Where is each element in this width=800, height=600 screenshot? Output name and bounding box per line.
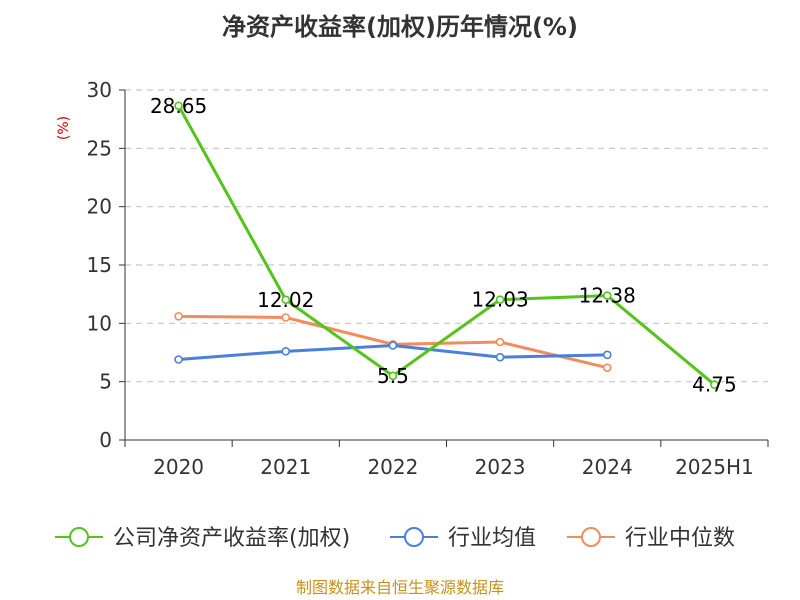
- y-tick-label: 25: [87, 136, 112, 160]
- legend-label: 公司净资产收益率(加权): [113, 526, 350, 551]
- data-label: 28.65: [150, 94, 207, 118]
- data-label: 12.38: [579, 284, 636, 308]
- y-tick-label: 20: [87, 195, 112, 219]
- series-industry-mean: [174, 341, 612, 364]
- data-point: [602, 291, 612, 300]
- data-point: [495, 295, 505, 304]
- data-point: [281, 295, 291, 305]
- series-company-roe: [174, 101, 719, 389]
- data-label: 5.5: [377, 364, 409, 388]
- x-tick-label: 2023: [475, 455, 526, 479]
- data-point: [495, 352, 505, 362]
- source-note: 制图数据来自恒生聚源数据库: [296, 578, 504, 597]
- legend-label: 行业均值: [448, 526, 536, 551]
- series-line: [177, 105, 716, 386]
- legend: 公司净资产收益率(加权) 行业均值 行业中位数: [55, 526, 735, 551]
- y-axis-label: (%): [56, 116, 72, 140]
- y-tick-label: 0: [99, 428, 112, 452]
- x-tick-label: 2025H1: [675, 455, 754, 479]
- legend-marker: [404, 527, 424, 547]
- x-tick-label: 2020: [153, 455, 204, 479]
- y-tick-label: 5: [99, 370, 112, 394]
- data-label: 4.75: [692, 373, 737, 397]
- data-point: [495, 337, 505, 347]
- data-point: [281, 313, 291, 322]
- y-tick-label: 10: [87, 311, 112, 335]
- data-point: [602, 350, 612, 360]
- data-point: [388, 341, 398, 350]
- data-point: [174, 355, 183, 364]
- legend-marker: [69, 527, 89, 547]
- axes: 0 5 10 15 20 25 30 2020 2021 2022 2023 2024 2025H1: [87, 78, 769, 479]
- data-label: 12.03: [471, 288, 528, 312]
- legend-item: 行业均值: [390, 526, 536, 551]
- legend-item: 行业中位数: [567, 526, 735, 551]
- data-point: [602, 363, 612, 372]
- data-label: 12.02: [257, 288, 314, 312]
- series-group: [174, 101, 719, 389]
- data-point: [388, 371, 398, 381]
- legend-marker: [581, 527, 601, 547]
- data-labels: 28.65 12.02 5.5 12.03 12.38 4.75: [150, 94, 737, 397]
- x-tick-label: 2021: [260, 455, 311, 479]
- data-point: [174, 101, 183, 111]
- legend-label: 行业中位数: [625, 526, 735, 551]
- y-tick-label: 15: [87, 253, 112, 277]
- data-point: [710, 380, 719, 389]
- legend-item: 公司净资产收益率(加权): [55, 526, 350, 551]
- data-point: [281, 347, 291, 356]
- x-tick-label: 2022: [367, 455, 418, 479]
- x-tick-label: 2024: [582, 455, 633, 479]
- chart-title: 净资产收益率(加权)历年情况(%): [222, 13, 578, 41]
- data-point: [174, 312, 183, 321]
- y-tick-label: 30: [87, 78, 112, 102]
- grid-lines: [125, 89, 768, 383]
